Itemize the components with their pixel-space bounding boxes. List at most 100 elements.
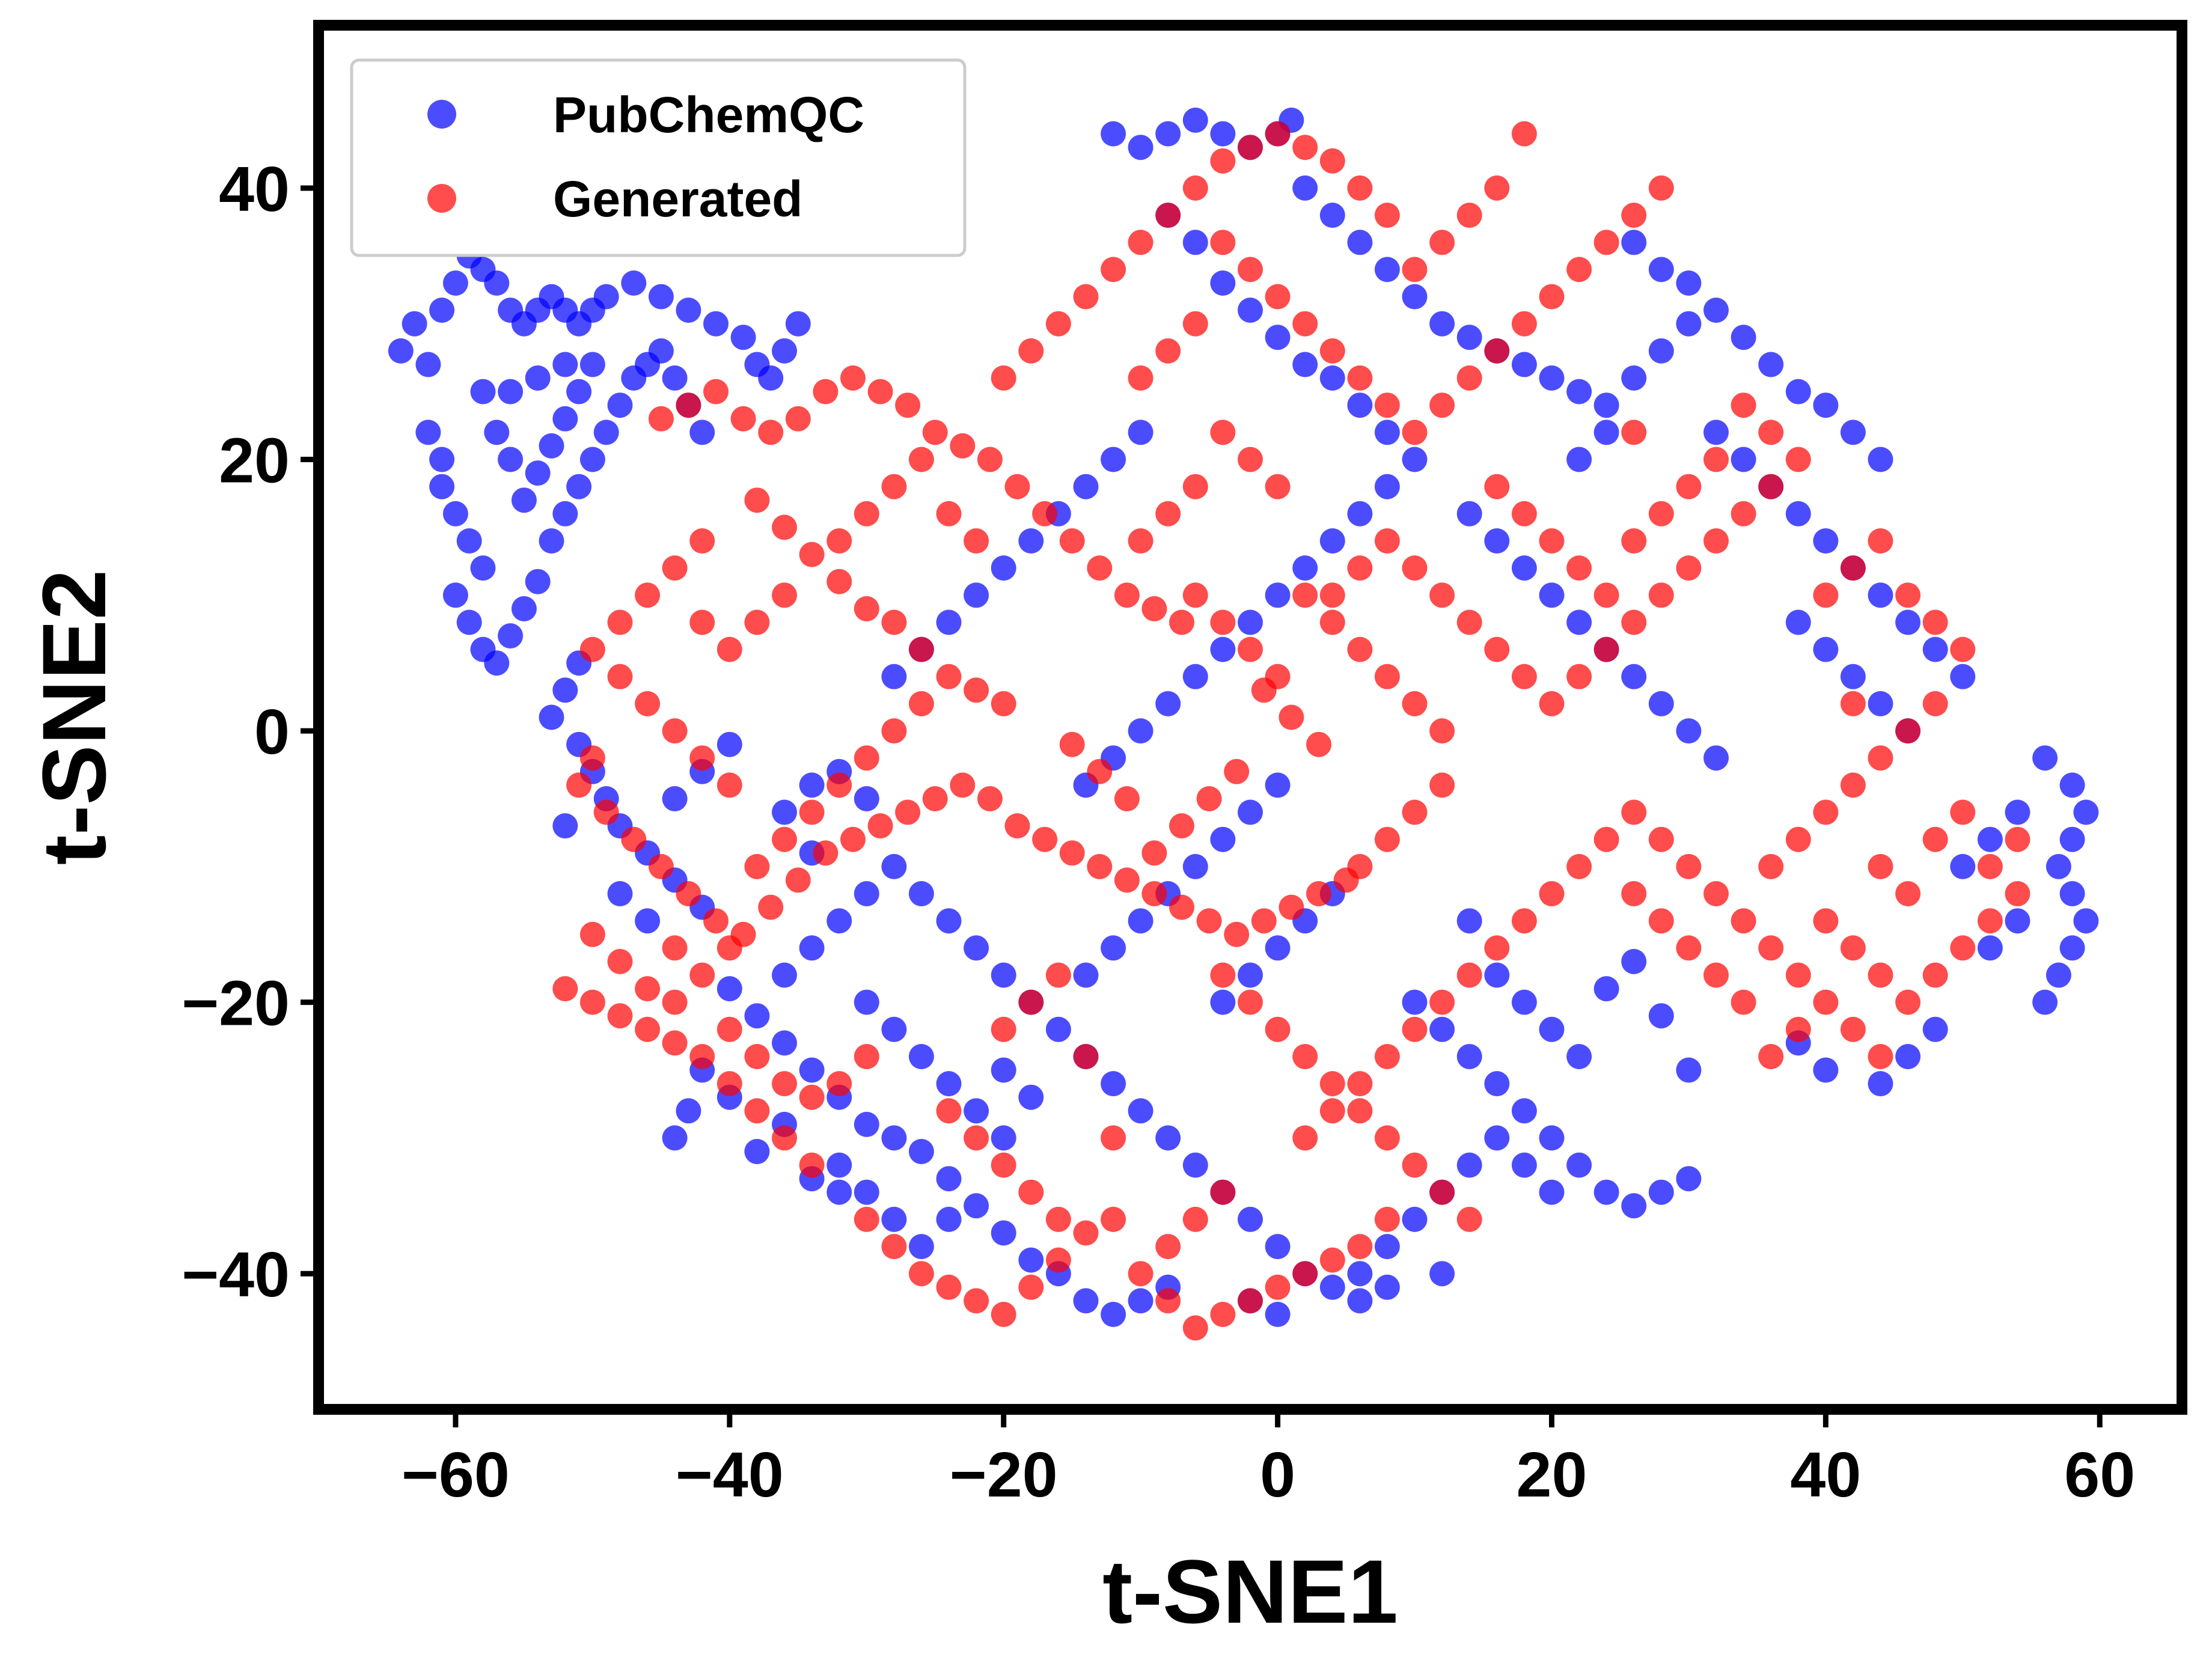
point-pubchemqc-196 — [1895, 1044, 1921, 1069]
point-generated-288 — [1087, 758, 1113, 784]
point-pubchemqc-221 — [1182, 1152, 1208, 1178]
point-generated-56 — [977, 786, 1003, 811]
point-pubchemqc-270 — [936, 609, 962, 635]
point-generated-91 — [881, 1234, 907, 1260]
point-generated-308 — [881, 718, 907, 744]
point-generated-208 — [1347, 555, 1373, 581]
point-generated-79 — [799, 1152, 825, 1178]
x-tick-label: 60 — [2064, 1439, 2135, 1510]
point-pubchemqc-267 — [1511, 555, 1537, 581]
point-pubchemqc-235 — [1210, 989, 1236, 1015]
y-tick-label: 0 — [254, 697, 290, 767]
point-pubchemqc-136 — [1511, 352, 1537, 377]
point-generated-189 — [1840, 691, 1866, 716]
point-pubchemqc-158 — [1840, 420, 1866, 445]
point-generated-83 — [662, 989, 688, 1015]
point-pubchemqc-0 — [388, 338, 414, 364]
point-generated-60 — [1087, 853, 1113, 879]
point-pubchemqc-69 — [552, 813, 578, 839]
point-generated-305 — [799, 799, 825, 825]
point-pubchemqc-59 — [498, 379, 524, 404]
point-generated-32 — [635, 582, 661, 608]
point-generated-307 — [854, 745, 879, 771]
point-pubchemqc-71 — [744, 1003, 770, 1029]
point-pubchemqc-150 — [1621, 230, 1647, 255]
point-generated-68 — [1306, 881, 1331, 906]
point-generated-25 — [881, 609, 907, 635]
point-generated-243 — [1292, 311, 1318, 337]
point-pubchemqc-173 — [1922, 636, 1948, 662]
point-generated-136 — [1648, 826, 1674, 852]
point-pubchemqc-109 — [854, 989, 879, 1015]
x-tick-label: −40 — [676, 1439, 784, 1510]
point-pubchemqc-231 — [1456, 1152, 1482, 1178]
point-generated-247 — [1182, 311, 1208, 337]
point-pubchemqc-154 — [1731, 325, 1756, 350]
point-pubchemqc-217 — [1648, 1003, 1674, 1029]
point-generated-37 — [662, 718, 688, 744]
point-pubchemqc-240 — [1182, 853, 1208, 879]
point-generated-241 — [1238, 257, 1263, 282]
point-generated-211 — [1621, 203, 1647, 228]
point-pubchemqc-190 — [2005, 799, 2030, 825]
point-generated-270 — [1484, 474, 1510, 499]
point-generated-140 — [1265, 1016, 1291, 1042]
point-pubchemqc-213 — [1539, 1016, 1565, 1042]
point-generated-245 — [1347, 365, 1373, 391]
point-generated-116 — [1292, 1261, 1318, 1287]
point-pubchemqc-147 — [1347, 392, 1373, 418]
point-pubchemqc-241 — [1210, 826, 1236, 852]
point-generated-57 — [1004, 813, 1030, 839]
point-generated-220 — [1511, 121, 1537, 147]
point-generated-272 — [1539, 528, 1565, 554]
point-generated-125 — [1347, 1071, 1373, 1097]
point-generated-295 — [964, 528, 989, 554]
point-pubchemqc-201 — [1429, 1016, 1455, 1042]
point-pubchemqc-169 — [1813, 528, 1839, 554]
point-generated-225 — [1374, 203, 1400, 228]
point-generated-85 — [744, 1044, 770, 1069]
point-pubchemqc-83 — [1073, 1288, 1099, 1314]
point-pubchemqc-276 — [1101, 447, 1126, 472]
point-pubchemqc-228 — [1374, 1234, 1400, 1260]
point-pubchemqc-215 — [1593, 976, 1619, 1002]
point-generated-181 — [1840, 555, 1866, 581]
point-generated-89 — [854, 1044, 879, 1069]
plot-frame — [313, 20, 2187, 1415]
legend-marker-pubchemqc — [427, 100, 456, 129]
point-generated-29 — [991, 691, 1016, 716]
point-generated-172 — [1868, 962, 1893, 988]
point-pubchemqc-165 — [1703, 420, 1729, 445]
point-pubchemqc-229 — [1402, 1206, 1428, 1232]
point-pubchemqc-251 — [1347, 501, 1373, 526]
point-generated-200 — [1566, 664, 1592, 689]
point-pubchemqc-88 — [744, 1139, 770, 1164]
point-pubchemqc-97 — [826, 908, 852, 934]
x-tick-label: −20 — [950, 1439, 1058, 1510]
point-generated-203 — [1484, 636, 1510, 662]
point-pubchemqc-107 — [1101, 1071, 1126, 1097]
point-generated-227 — [1319, 148, 1345, 174]
point-pubchemqc-297 — [1347, 1288, 1373, 1314]
point-generated-248 — [1155, 338, 1181, 364]
point-pubchemqc-79 — [964, 1193, 989, 1219]
point-generated-164 — [1868, 853, 1893, 879]
point-generated-5 — [785, 406, 811, 432]
point-generated-139 — [1731, 908, 1756, 934]
x-tick-label: −60 — [402, 1439, 510, 1510]
point-pubchemqc-176 — [1813, 636, 1839, 662]
point-generated-154 — [1868, 1044, 1893, 1069]
point-pubchemqc-184 — [2045, 853, 2071, 879]
point-generated-106 — [1018, 989, 1044, 1015]
point-pubchemqc-116 — [799, 772, 825, 798]
x-tick-label: 40 — [1790, 1439, 1861, 1510]
point-pubchemqc-133 — [1429, 311, 1455, 337]
point-pubchemqc-102 — [964, 935, 989, 961]
point-pubchemqc-32 — [456, 609, 482, 635]
point-pubchemqc-138 — [1566, 379, 1592, 404]
point-pubchemqc-271 — [964, 582, 989, 608]
point-pubchemqc-54 — [539, 433, 564, 459]
point-generated-150 — [1758, 935, 1784, 961]
point-pubchemqc-93 — [676, 1098, 701, 1124]
point-pubchemqc-161 — [1648, 338, 1674, 364]
